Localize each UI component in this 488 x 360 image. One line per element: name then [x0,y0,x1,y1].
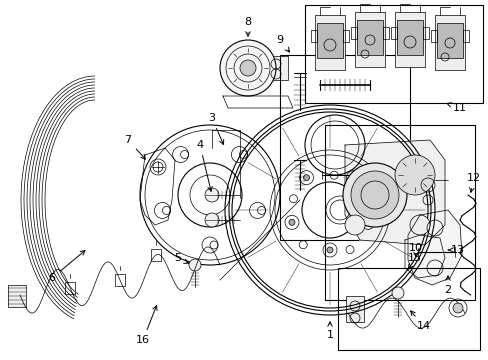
Circle shape [391,287,403,299]
Circle shape [350,175,356,181]
Bar [280,55,409,240]
Text: 6: 6 [48,251,85,283]
Circle shape [452,303,462,313]
Bar [396,20,422,55]
Circle shape [204,188,219,202]
Bar [265,56,287,80]
Text: 5: 5 [174,253,188,263]
Bar [462,30,468,42]
Bar [325,125,474,300]
Text: 8: 8 [244,17,251,36]
Text: 15: 15 [407,253,421,269]
Circle shape [326,247,332,253]
Text: 11: 11 [446,103,466,113]
Bar [350,27,356,39]
Bar [305,5,482,103]
Circle shape [365,219,370,225]
Circle shape [350,171,398,219]
Bar [8,285,26,307]
Text: 14: 14 [410,311,430,331]
Bar [346,296,363,322]
Bar [342,30,348,42]
Circle shape [189,259,201,271]
Text: 9: 9 [276,35,289,52]
Text: 10: 10 [408,243,422,257]
Polygon shape [345,140,444,245]
Text: 2: 2 [444,276,450,295]
Bar [316,23,342,58]
Circle shape [240,60,256,76]
Bar [115,274,125,286]
Bar [354,12,384,67]
Bar [422,27,428,39]
Bar [356,20,382,55]
Polygon shape [407,210,461,285]
Bar [394,12,424,67]
Bar [390,27,396,39]
Bar [436,23,462,58]
Bar [337,268,479,350]
Text: 12: 12 [466,173,480,192]
Text: 13: 13 [447,245,464,255]
Bar [314,15,345,70]
Bar [430,30,436,42]
Circle shape [303,175,309,181]
Circle shape [342,163,406,227]
Text: 4: 4 [196,140,212,191]
Text: 7: 7 [124,135,145,159]
Bar [151,249,161,261]
Bar [65,282,75,293]
Text: 3: 3 [208,113,224,144]
Bar [382,27,388,39]
Circle shape [345,215,364,235]
Circle shape [409,215,429,235]
Bar [310,30,316,42]
Text: 16: 16 [136,306,157,345]
Circle shape [204,213,219,227]
Text: 1: 1 [326,322,333,340]
Circle shape [394,155,434,195]
Circle shape [220,40,275,96]
Circle shape [288,219,294,225]
Bar [434,15,464,70]
